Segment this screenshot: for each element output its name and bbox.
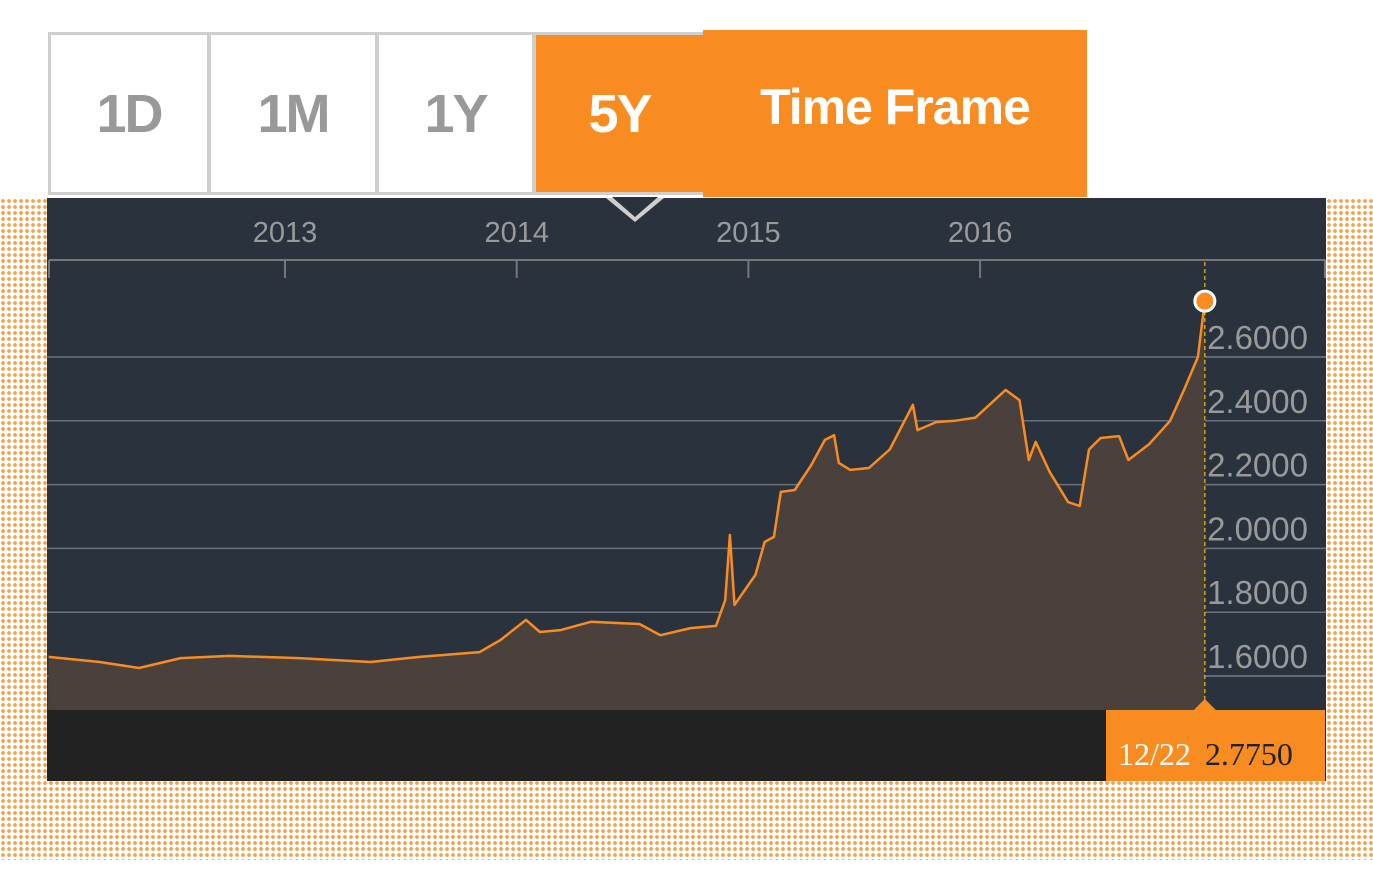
x-tick-label: 2016 [948, 217, 1013, 249]
y-tick-label: 2.4000 [1207, 383, 1308, 420]
x-tick-label: 2014 [484, 217, 549, 249]
tab-5y[interactable]: 5Y [533, 32, 703, 195]
active-tab-pointer-inner [612, 197, 658, 217]
readout-date: 12/22 [1118, 736, 1191, 772]
y-tick-label: 2.2000 [1207, 447, 1308, 484]
area-fill [48, 301, 1205, 710]
readout-pointer [1192, 699, 1217, 711]
tab-1d[interactable]: 1D [48, 32, 210, 195]
tab-1m[interactable]: 1M [208, 32, 378, 195]
time-frame-label: Time Frame [703, 30, 1087, 197]
y-tick-label: 1.8000 [1207, 574, 1308, 611]
last-point-marker [1193, 289, 1217, 313]
y-tick-label: 2.0000 [1207, 510, 1308, 547]
x-tick-label: 2015 [716, 217, 781, 249]
y-tick-label: 1.6000 [1207, 638, 1308, 675]
price-line [48, 301, 1207, 670]
tab-1y[interactable]: 1Y [376, 32, 535, 195]
value-readout: 12/22 2.7750 [1106, 710, 1325, 781]
y-tick-label: 2.6000 [1207, 319, 1308, 356]
readout-value: 2.7750 [1204, 736, 1293, 772]
x-tick-label: 2013 [253, 217, 318, 249]
